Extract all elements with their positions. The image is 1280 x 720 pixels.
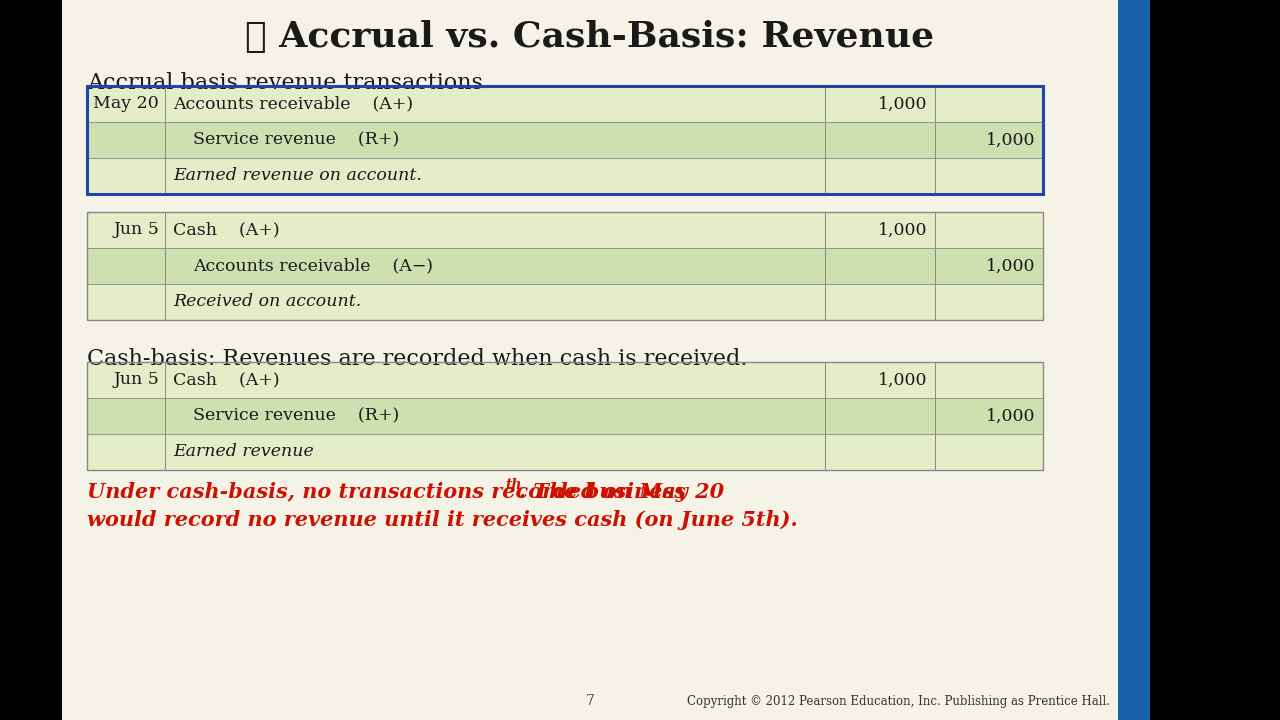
Bar bbox=[87, 212, 1043, 248]
Text: Jun 5: Jun 5 bbox=[113, 222, 159, 238]
Bar bbox=[0, 0, 61, 720]
Bar bbox=[1117, 0, 1149, 720]
Bar bbox=[87, 158, 1043, 194]
Text: 7: 7 bbox=[585, 694, 594, 708]
Text: Service revenue    (R+): Service revenue (R+) bbox=[193, 408, 399, 425]
Bar bbox=[1149, 0, 1280, 720]
Text: Earned revenue: Earned revenue bbox=[173, 444, 314, 461]
Bar bbox=[87, 398, 1043, 434]
Text: Cash    (A+): Cash (A+) bbox=[173, 222, 279, 238]
Text: Accrual basis revenue transactions: Accrual basis revenue transactions bbox=[87, 72, 483, 94]
Text: 1,000: 1,000 bbox=[986, 132, 1036, 148]
Text: Jun 5: Jun 5 bbox=[113, 372, 159, 389]
Text: 1,000: 1,000 bbox=[986, 408, 1036, 425]
Text: Service revenue    (R+): Service revenue (R+) bbox=[193, 132, 399, 148]
Bar bbox=[61, 0, 1149, 720]
Text: Accounts receivable    (A+): Accounts receivable (A+) bbox=[173, 96, 413, 112]
Text: . The business: . The business bbox=[518, 482, 686, 502]
Bar bbox=[87, 122, 1043, 158]
Text: Under cash-basis, no transactions recorded on May 20: Under cash-basis, no transactions record… bbox=[87, 482, 724, 502]
Text: 1,000: 1,000 bbox=[878, 222, 927, 238]
Bar bbox=[87, 212, 1043, 320]
Bar bbox=[87, 362, 1043, 470]
Text: Cash    (A+): Cash (A+) bbox=[173, 372, 279, 389]
Text: Received on account.: Received on account. bbox=[173, 294, 361, 310]
Text: would record no revenue until it receives cash (on June 5th).: would record no revenue until it receive… bbox=[87, 510, 797, 530]
Text: th: th bbox=[506, 478, 521, 492]
Bar bbox=[87, 86, 1043, 122]
Text: 1,000: 1,000 bbox=[878, 96, 927, 112]
Text: Cash-basis: Revenues are recorded when cash is received.: Cash-basis: Revenues are recorded when c… bbox=[87, 348, 748, 370]
Bar bbox=[87, 86, 1043, 194]
Text: May 20: May 20 bbox=[93, 96, 159, 112]
Text: Accounts receivable    (A−): Accounts receivable (A−) bbox=[193, 258, 433, 274]
Text: Earned revenue on account.: Earned revenue on account. bbox=[173, 168, 422, 184]
Bar bbox=[87, 248, 1043, 284]
Text: Copyright © 2012 Pearson Education, Inc. Publishing as Prentice Hall.: Copyright © 2012 Pearson Education, Inc.… bbox=[687, 695, 1110, 708]
Bar bbox=[87, 284, 1043, 320]
Bar bbox=[87, 362, 1043, 398]
Text: ❖ Accrual vs. Cash-Basis: Revenue: ❖ Accrual vs. Cash-Basis: Revenue bbox=[246, 20, 934, 54]
Text: 1,000: 1,000 bbox=[986, 258, 1036, 274]
Text: 1,000: 1,000 bbox=[878, 372, 927, 389]
Bar bbox=[87, 434, 1043, 470]
